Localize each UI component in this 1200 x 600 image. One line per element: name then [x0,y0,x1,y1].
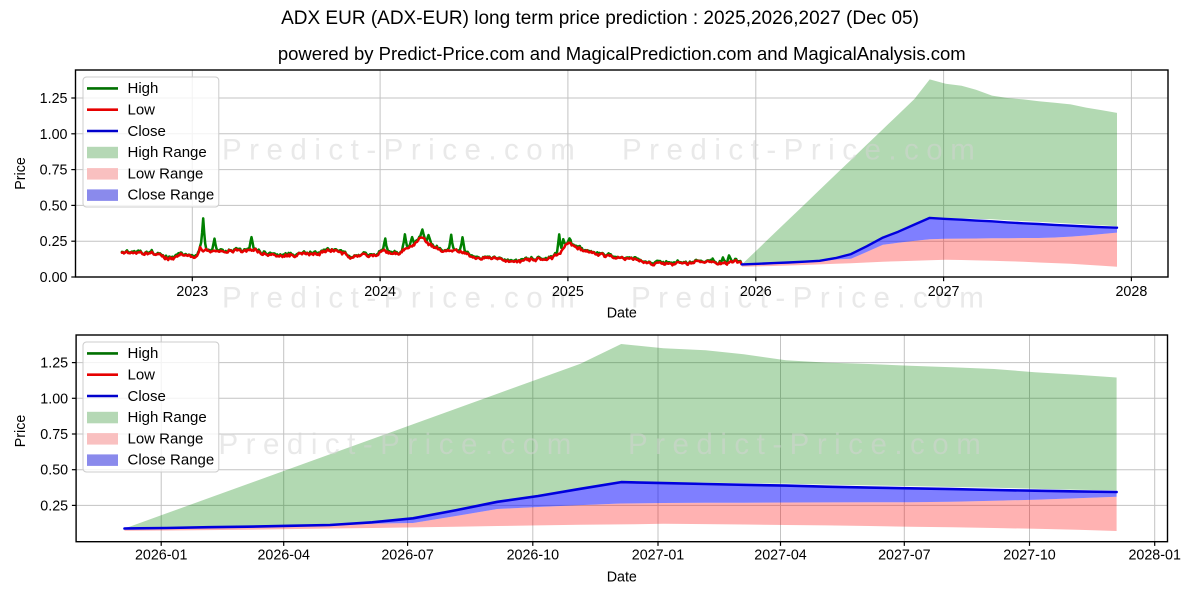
svg-text:Low Range: Low Range [128,165,204,182]
svg-text:Predict-Price.com: Predict-Price.com [219,428,579,461]
svg-text:Price: Price [13,157,29,190]
svg-text:0.25: 0.25 [40,234,68,250]
svg-text:Predict-Price.com: Predict-Price.com [631,282,991,315]
svg-text:2028-01: 2028-01 [1128,548,1181,564]
svg-text:Low Range: Low Range [128,430,204,447]
svg-text:2027-10: 2027-10 [1003,548,1056,564]
svg-text:Close Range: Close Range [128,452,215,469]
svg-text:Low: Low [128,102,156,119]
svg-text:0.75: 0.75 [40,163,68,179]
svg-text:1.25: 1.25 [40,91,68,107]
svg-text:2028: 2028 [1115,284,1147,300]
svg-text:2025: 2025 [552,284,584,300]
svg-text:0.75: 0.75 [40,427,68,443]
svg-text:2026-10: 2026-10 [507,548,560,564]
svg-text:Close: Close [128,123,166,140]
svg-text:2027-07: 2027-07 [878,548,931,564]
svg-text:Close: Close [128,388,166,405]
svg-text:2026-01: 2026-01 [135,548,188,564]
svg-text:2026-04: 2026-04 [257,548,310,564]
svg-text:1.00: 1.00 [40,127,68,143]
svg-text:2024: 2024 [364,284,396,300]
svg-text:2027-04: 2027-04 [754,548,807,564]
svg-text:2026-07: 2026-07 [381,548,434,564]
svg-text:0.00: 0.00 [40,270,68,286]
svg-text:powered by Predict-Price.com a: powered by Predict-Price.com and Magical… [278,43,966,64]
svg-text:High: High [128,345,159,362]
svg-text:2027-01: 2027-01 [632,548,685,564]
svg-text:2023: 2023 [176,284,208,300]
svg-text:2026: 2026 [740,284,772,300]
svg-text:Price: Price [13,415,29,448]
svg-text:0.50: 0.50 [40,198,68,214]
svg-text:High Range: High Range [128,409,207,426]
svg-text:ADX EUR (ADX-EUR) long term pr: ADX EUR (ADX-EUR) long term price predic… [281,8,919,29]
svg-text:0.50: 0.50 [40,463,68,479]
svg-text:1.25: 1.25 [40,356,68,372]
svg-text:Predict-Price.com: Predict-Price.com [222,133,582,166]
svg-text:0.25: 0.25 [40,498,68,514]
svg-text:1.00: 1.00 [40,391,68,407]
svg-text:Date: Date [607,306,637,322]
svg-text:Predict-Price.com: Predict-Price.com [628,428,988,461]
svg-text:Date: Date [607,570,637,586]
svg-text:High: High [128,80,159,97]
svg-text:Close Range: Close Range [128,187,215,204]
svg-text:High Range: High Range [128,144,207,161]
svg-text:Predict-Price.com: Predict-Price.com [222,282,582,315]
svg-text:Low: Low [128,367,156,384]
svg-text:2027: 2027 [928,284,960,300]
svg-text:Predict-Price.com: Predict-Price.com [622,133,982,166]
